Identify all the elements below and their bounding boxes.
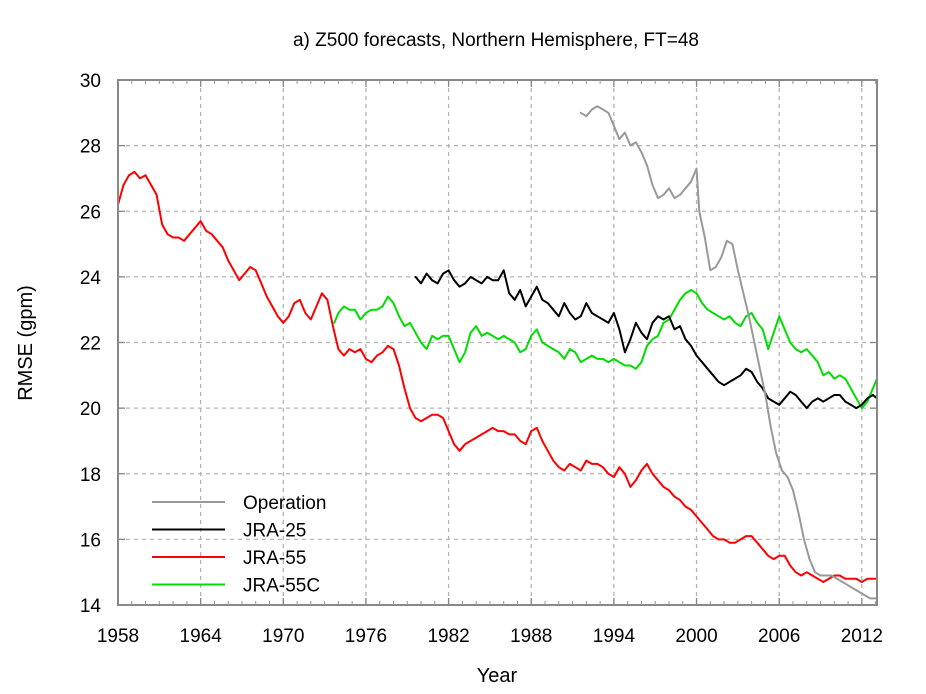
legend: Operation JRA-25 JRA-55 JRA-55C bbox=[152, 493, 326, 597]
x-tick-label: 1994 bbox=[593, 626, 636, 647]
legend-label: Operation bbox=[243, 493, 326, 514]
legend-label: JRA-55C bbox=[243, 576, 320, 597]
y-tick-label: 20 bbox=[80, 399, 101, 420]
x-tick-label: 1976 bbox=[345, 626, 387, 647]
x-tick-label: 2012 bbox=[841, 626, 883, 647]
series-line-jra-55 bbox=[117, 170, 878, 583]
y-tick-label: 22 bbox=[80, 334, 101, 355]
y-tick-label: 30 bbox=[80, 71, 101, 92]
series-line-jra-55c bbox=[333, 289, 878, 410]
legend-label: JRA-55 bbox=[243, 548, 306, 569]
x-tick-label: 1988 bbox=[510, 626, 552, 647]
series-line-operation bbox=[579, 105, 878, 600]
series-line-jra-25 bbox=[414, 269, 878, 410]
y-tick-label: 14 bbox=[80, 596, 102, 617]
y-tick-label: 28 bbox=[80, 137, 101, 158]
x-tick-label: 1970 bbox=[262, 626, 304, 647]
x-tick-label: 1958 bbox=[97, 626, 139, 647]
y-tick-label: 26 bbox=[80, 202, 101, 223]
series-lines bbox=[117, 105, 878, 600]
x-tick-label: 1964 bbox=[180, 626, 223, 647]
grid-lines bbox=[118, 80, 877, 605]
x-tick-label: 1982 bbox=[427, 626, 469, 647]
y-tick-label: 24 bbox=[80, 268, 102, 289]
y-tick-label: 16 bbox=[80, 530, 101, 551]
y-axis-ticks: 14 16 18 20 22 24 26 28 30 bbox=[80, 71, 877, 617]
x-tick-label: 2006 bbox=[758, 626, 800, 647]
x-axis-label: Year bbox=[477, 665, 518, 687]
y-tick-label: 18 bbox=[80, 465, 101, 486]
y-axis-label: RMSE (gpm) bbox=[15, 285, 37, 401]
x-tick-label: 2000 bbox=[675, 626, 717, 647]
chart-title: a) Z500 forecasts, Northern Hemisphere, … bbox=[293, 30, 699, 51]
legend-label: JRA-25 bbox=[243, 521, 306, 542]
x-axis-ticks: 1958 1964 1970 1976 1982 1988 1994 2000 2006 2012 bbox=[97, 80, 883, 647]
